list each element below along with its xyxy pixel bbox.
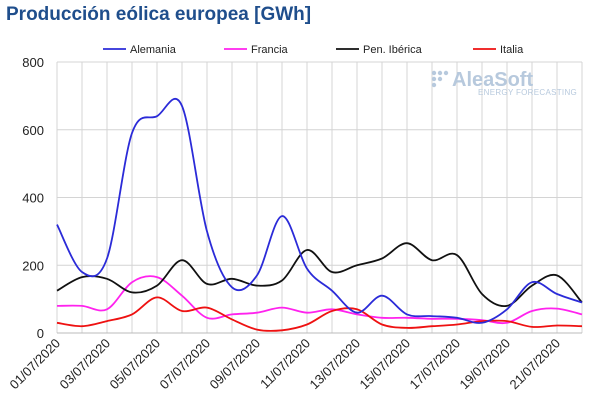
chart-grid <box>56 61 583 334</box>
legend-item-italia: Italia <box>473 44 524 56</box>
legend-item-pen-iberica: Pen. Ibérica <box>336 44 423 56</box>
chart-title: Producción eólica europea [GWh] <box>6 4 312 25</box>
legend-label: Alemania <box>130 44 177 56</box>
x-tick-label: 05/07/2020 <box>106 336 163 393</box>
y-tick-label: 600 <box>22 123 44 138</box>
chart-series <box>56 97 583 332</box>
aleasoft-logo: AleaSoft ENERGY FORECASTING <box>431 69 577 97</box>
series-line-pen-iberica <box>56 242 583 308</box>
x-tick-label: 09/07/2020 <box>206 336 263 393</box>
x-tick-label: 15/07/2020 <box>356 336 413 393</box>
x-tick-label: 13/07/2020 <box>306 336 363 393</box>
x-tick-label: 17/07/2020 <box>406 336 463 393</box>
series-line-francia <box>56 275 583 325</box>
logo-dots-icon <box>431 70 449 88</box>
chart-legend: Alemania Francia Pen. Ibérica Italia <box>103 44 524 56</box>
legend-item-francia: Francia <box>224 44 289 56</box>
x-tick-label: 11/07/2020 <box>257 336 313 392</box>
legend-label: Pen. Ibérica <box>363 44 423 56</box>
y-tick-label: 400 <box>22 191 44 206</box>
logo-name: AleaSoft <box>452 69 533 91</box>
y-tick-label: 800 <box>22 55 44 70</box>
x-tick-label: 21/07/2020 <box>506 336 563 393</box>
y-axis-ticks: 0 200 400 600 800 <box>22 55 44 341</box>
series-line-alemania <box>56 97 583 324</box>
x-tick-label: 01/07/2020 <box>6 336 63 393</box>
x-tick-label: 19/07/2020 <box>456 336 513 393</box>
x-tick-label: 03/07/2020 <box>56 336 113 393</box>
y-tick-label: 0 <box>37 326 44 341</box>
legend-label: Francia <box>251 44 289 56</box>
logo-tagline: ENERGY FORECASTING <box>478 88 577 97</box>
legend-item-alemania: Alemania <box>103 44 177 56</box>
y-tick-label: 200 <box>22 258 44 273</box>
series-line-italia <box>56 296 583 332</box>
legend-label: Italia <box>500 44 524 56</box>
x-tick-label: 07/07/2020 <box>156 336 213 393</box>
x-axis-ticks: 01/07/202003/07/202005/07/202007/07/2020… <box>6 336 563 393</box>
